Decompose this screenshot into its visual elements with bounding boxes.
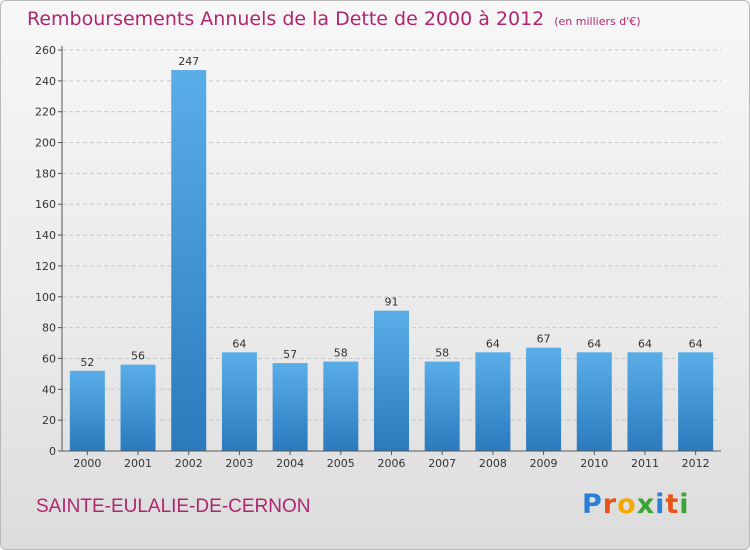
x-tick-label: 2008 [479,457,507,470]
x-tick-label: 2004 [276,457,304,470]
x-tick-label: 2010 [580,457,608,470]
data-label: 56 [131,350,145,363]
data-label: 64 [587,337,601,350]
bars [69,70,714,452]
logo-letter: i [655,489,666,520]
logo-letter: P [582,489,603,520]
data-label: 52 [80,356,94,369]
x-tick-label: 2009 [530,457,558,470]
x-tick-label: 2003 [225,457,253,470]
bar [323,361,359,451]
axes [61,46,721,452]
proxiti-logo: Proxiti [582,489,690,520]
y-tick-label: 20 [42,414,56,427]
logo-letter: t [665,489,680,520]
bar [272,363,308,451]
x-tick-label: 2005 [327,457,355,470]
logo-letter: r [602,489,618,520]
data-label: 91 [385,296,399,309]
y-tick-label: 0 [49,445,56,458]
y-tick-label: 160 [35,198,56,211]
x-axis-ticks: 2000 2001 2002 2003 2004 2005 2006 2007 2008 2009… [73,451,710,470]
logo-letter: i [679,489,690,520]
bar [475,352,511,451]
y-tick-label: 220 [35,106,56,119]
data-label: 64 [638,337,652,350]
bar [171,70,207,452]
y-axis-ticks: 0 20 40 60 80 100 120 140 160 180 200 220 240 260 [35,44,62,458]
logo-letter: x [636,489,656,520]
bar [627,352,663,451]
x-tick-label: 2011 [631,457,659,470]
data-labels: 52 56 247 64 57 58 91 58 64 67 64 64 64 [80,55,702,369]
data-label: 67 [537,333,551,346]
x-tick-label: 2000 [73,457,101,470]
y-tick-label: 100 [35,291,56,304]
y-tick-label: 180 [35,167,56,180]
x-tick-label: 2002 [175,457,203,470]
y-tick-label: 60 [42,352,56,365]
bar [374,310,409,451]
bar [576,352,612,451]
data-label: 247 [178,55,199,68]
x-tick-label: 2006 [378,457,406,470]
data-label: 58 [334,347,348,360]
y-tick-label: 200 [35,137,56,150]
y-tick-label: 240 [35,75,56,88]
y-tick-label: 80 [42,322,56,335]
x-tick-label: 2001 [124,457,152,470]
bar [526,347,562,451]
y-tick-label: 260 [35,44,56,57]
bar [221,352,257,451]
data-label: 58 [435,347,449,360]
x-tick-label: 2007 [428,457,456,470]
data-label: 64 [232,337,246,350]
logo-letter: o [617,489,637,520]
data-label: 57 [283,348,297,361]
bar [69,370,105,451]
data-label: 64 [689,337,703,350]
bar [678,352,714,451]
commune-name: SAINTE-EULALIE-DE-CERNON [36,496,311,517]
y-tick-label: 120 [35,260,56,273]
chart-unit: (en milliers d'€) [554,15,641,28]
chart-title: Remboursements Annuels de la Dette de 20… [27,8,641,30]
bar [120,364,156,451]
y-tick-label: 140 [35,229,56,242]
x-tick-label: 2012 [682,457,710,470]
chart-title-text: Remboursements Annuels de la Dette de 20… [27,8,545,30]
data-label: 64 [486,337,500,350]
bar [424,361,460,451]
y-tick-label: 40 [42,383,56,396]
